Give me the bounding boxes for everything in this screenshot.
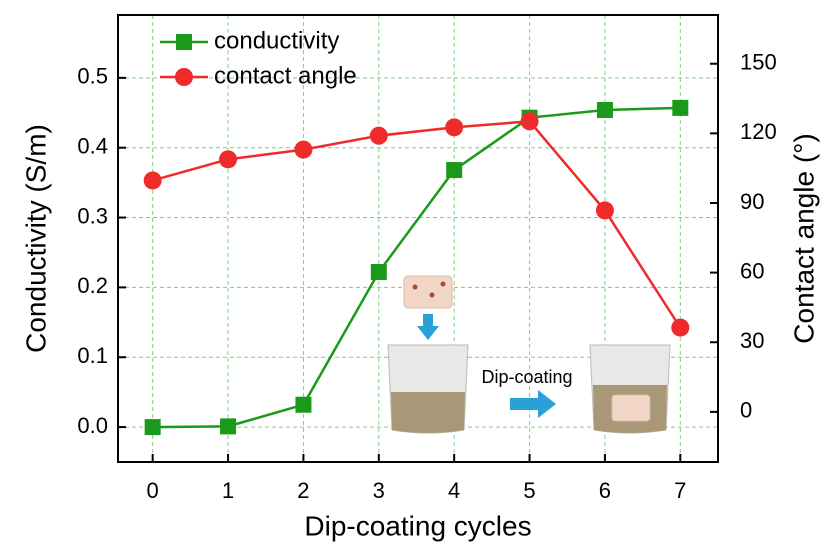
data-point <box>294 141 312 159</box>
arrow-head <box>538 390 556 418</box>
x-axis-title: Dip-coating cycles <box>304 510 531 541</box>
foam-pore <box>430 293 435 298</box>
data-point <box>597 102 613 118</box>
y-tick-label: 0.5 <box>77 64 108 89</box>
data-point <box>596 201 614 219</box>
y2-tick-label: 120 <box>740 119 777 144</box>
data-point <box>671 319 689 337</box>
foam-block <box>612 395 650 421</box>
beaker-liquid <box>391 392 465 433</box>
inset-illustration: Dip-coating <box>388 276 670 433</box>
data-point <box>145 419 161 435</box>
y2-tick-label: 150 <box>740 50 777 75</box>
data-point <box>370 127 388 145</box>
legend-marker <box>175 68 193 86</box>
x-tick-label: 5 <box>523 478 535 503</box>
foam-block <box>404 276 452 308</box>
data-point <box>219 150 237 168</box>
data-point <box>445 118 463 136</box>
x-tick-label: 1 <box>222 478 234 503</box>
data-point <box>446 162 462 178</box>
x-tick-label: 2 <box>297 478 309 503</box>
y-axis-title: Conductivity (S/m) <box>20 124 51 353</box>
y2-tick-label: 60 <box>740 258 764 283</box>
x-tick-label: 3 <box>373 478 385 503</box>
y-tick-label: 0.3 <box>77 203 108 228</box>
legend-label: contact angle <box>214 62 357 89</box>
x-tick-label: 7 <box>674 478 686 503</box>
x-tick-label: 6 <box>599 478 611 503</box>
legend-label: conductivity <box>214 27 339 54</box>
y2-tick-label: 0 <box>740 398 752 423</box>
data-point <box>144 171 162 189</box>
foam-pore <box>413 285 418 290</box>
data-point <box>220 418 236 434</box>
y-tick-label: 0.4 <box>77 134 108 159</box>
data-point <box>295 397 311 413</box>
y2-tick-label: 30 <box>740 328 764 353</box>
legend-marker <box>176 34 192 50</box>
data-point <box>521 112 539 130</box>
arrow-head <box>417 326 439 340</box>
y2-tick-label: 90 <box>740 189 764 214</box>
arrow-body <box>423 314 433 328</box>
arrow-body <box>510 398 540 410</box>
chart: Dip-coating 0 1 2 3 4 5 6 7 0.0 0.1 0.2 0.3 0.4 0.5 0 3… <box>0 0 826 545</box>
annotation: Dip-coating <box>481 367 572 387</box>
y-tick-label: 0.2 <box>77 273 108 298</box>
y2-axis-title: Contact angle (°) <box>788 133 819 343</box>
data-point <box>371 264 387 280</box>
y-tick-label: 0.1 <box>77 343 108 368</box>
y-tick-label: 0.0 <box>77 413 108 438</box>
foam-pore <box>441 282 446 287</box>
x-tick-label: 0 <box>147 478 159 503</box>
x-tick-label: 4 <box>448 478 460 503</box>
data-point <box>672 100 688 116</box>
